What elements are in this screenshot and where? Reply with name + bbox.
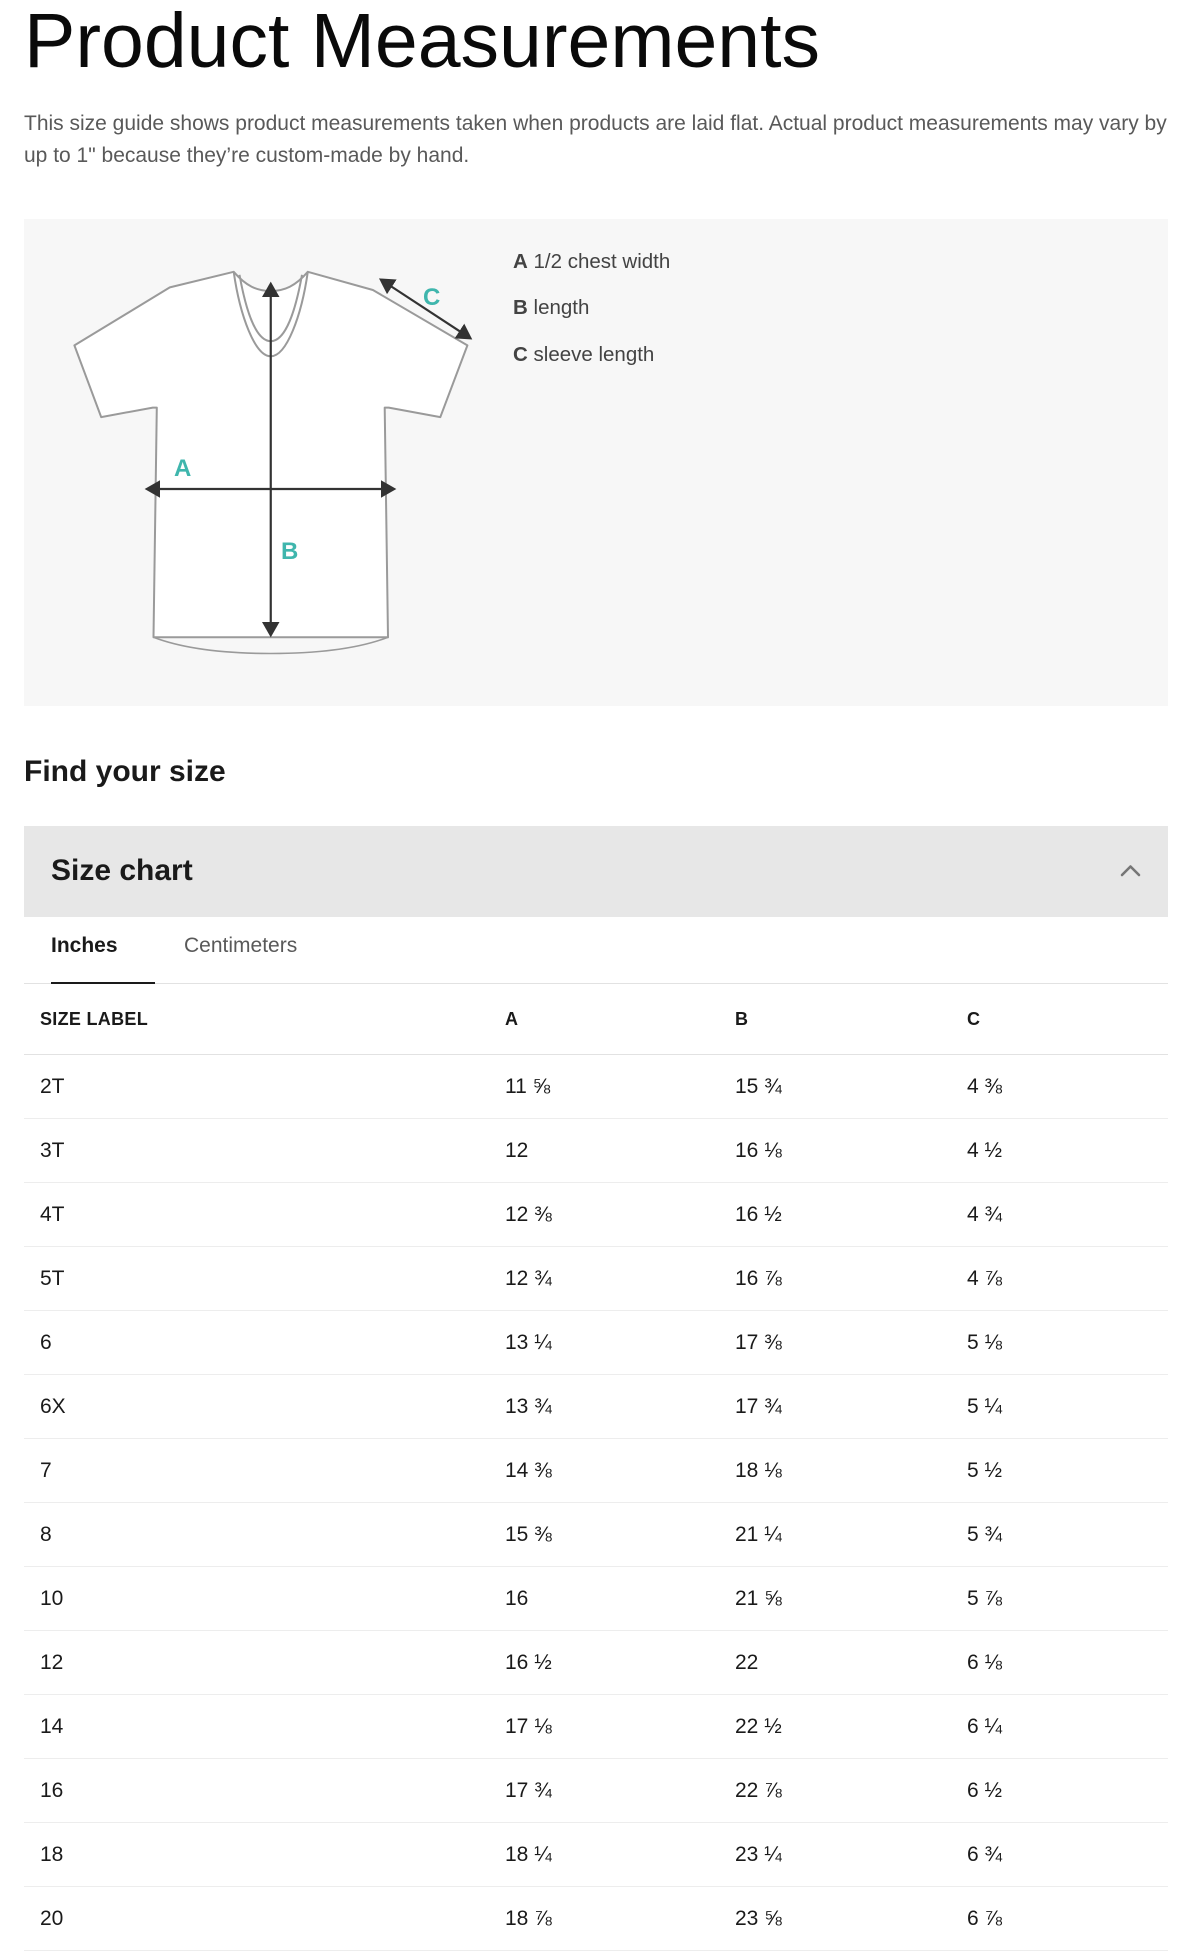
svg-text:A: A (174, 455, 191, 482)
svg-text:B: B (281, 538, 298, 565)
svg-text:C: C (423, 284, 440, 311)
